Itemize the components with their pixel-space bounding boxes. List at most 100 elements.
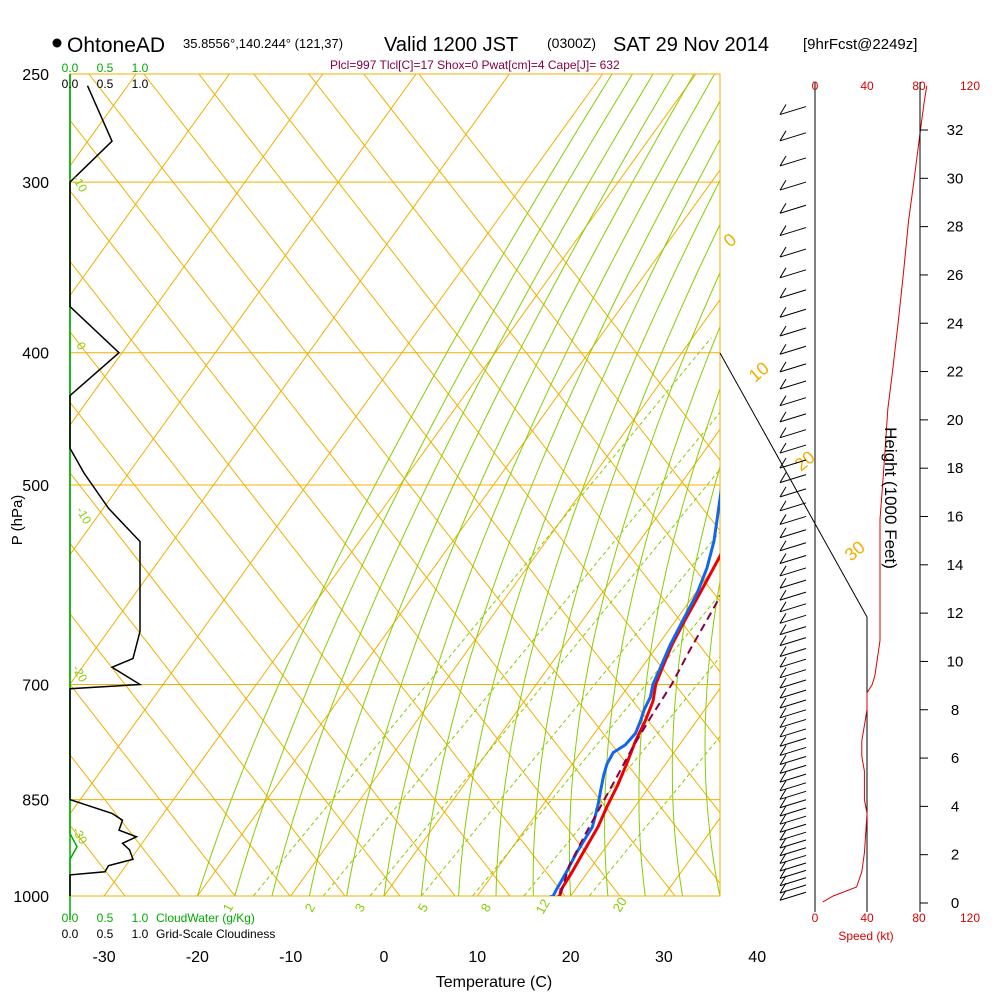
wind-barb-icon — [779, 669, 807, 679]
wind-barb-flag — [779, 246, 787, 258]
moist-adiabat-line — [420, 100, 720, 896]
wind-barb-icon — [779, 790, 807, 800]
wind-barb-icon — [779, 823, 807, 833]
wind-barb-flag — [779, 361, 787, 373]
mixing-ratio-line — [369, 468, 720, 896]
wind-barb-icon — [779, 782, 807, 792]
wind-barb-flag — [779, 745, 787, 756]
wind-barb-flag — [779, 735, 787, 747]
wind-barb-icon — [779, 327, 807, 337]
cloudiness-scale-label-top: 1.0 — [132, 77, 149, 91]
moist-adiabat-line — [196, 74, 613, 896]
wind-barb-flag — [779, 875, 787, 887]
wind-barb-flag — [779, 821, 787, 833]
temperature-tick-label: 30 — [655, 949, 673, 966]
wind-barb-icon — [779, 648, 807, 657]
mixing-ratio-label: 20 — [610, 894, 630, 914]
wind-barb-icon — [779, 737, 807, 747]
temperature-tick-label: 40 — [748, 949, 766, 966]
wind-barb-flag — [779, 845, 787, 857]
temperature-trace — [558, 552, 720, 896]
wind-barb-flag — [779, 225, 787, 236]
wind-barb-flag — [779, 656, 787, 668]
wind-barb-icon — [779, 773, 807, 783]
wind-barb-flag — [779, 486, 787, 498]
wind-barb-flag — [779, 411, 787, 423]
wind-barb-icon — [779, 459, 807, 469]
title-zulu: (0300Z) — [547, 35, 596, 51]
surface-dewpoint-dot — [548, 894, 555, 896]
pressure-label: 850 — [22, 793, 49, 810]
wind-barb-flag — [779, 697, 787, 709]
wind-barb-flag — [779, 565, 787, 577]
wind-barb-icon — [779, 658, 807, 668]
mixing-ratio-line — [252, 337, 712, 896]
wind-barb-flag — [779, 130, 787, 142]
wind-barb-icon — [779, 444, 807, 454]
wind-barb-flag — [779, 829, 787, 841]
wind-barb-flag — [779, 104, 787, 115]
wind-barb-icon — [779, 862, 807, 872]
speed-scale-label-top: 80 — [912, 79, 926, 93]
cloudwater-scale-label-top: 0.5 — [97, 61, 114, 75]
site-bullet-icon — [52, 38, 62, 48]
wind-barb-icon — [779, 502, 807, 512]
wind-barb-flag — [779, 805, 787, 817]
cloudwater-scale-label-top: 1.0 — [132, 61, 149, 75]
wind-barb-icon — [779, 429, 807, 439]
wind-barb-icon — [779, 529, 807, 539]
wind-barb-flag — [779, 726, 787, 738]
wind-barb-icon — [779, 345, 807, 355]
wind-barb-flag — [779, 613, 787, 624]
wind-barb-icon — [779, 227, 807, 237]
wind-barb-icon — [779, 718, 807, 728]
isotherm-line — [476, 558, 720, 896]
pressure-label: 700 — [22, 678, 49, 695]
speed-scale-label-top: 40 — [860, 79, 874, 93]
pressure-label: 1000 — [13, 889, 49, 906]
wind-barb-flag — [779, 763, 787, 774]
wind-barb-flag — [779, 306, 787, 318]
wind-barb-icon — [779, 380, 807, 390]
wind-barb-icon — [779, 626, 807, 636]
wind-barb-icon — [779, 815, 807, 825]
wind-barb-flag — [779, 601, 787, 613]
wind-barb-icon — [779, 157, 807, 167]
pressure-label: 250 — [22, 67, 49, 84]
title-row: OhtoneAD 35.8556°,140.244° (121,37) Vali… — [52, 34, 917, 57]
wind-barb-flag — [779, 378, 787, 390]
temperature-tick-label: -30 — [93, 949, 116, 966]
pressure-label: 300 — [22, 175, 49, 192]
wind-barb-icon — [779, 567, 807, 577]
x-axis-title: Temperature (C) — [436, 974, 552, 991]
wind-barb-flag — [779, 472, 787, 483]
moist-adiabat-line — [234, 74, 633, 896]
cloudwater-trace — [69, 74, 78, 896]
cloudiness-trace — [69, 85, 143, 896]
isotherm-line — [70, 74, 230, 297]
height-tick-label: 20 — [947, 412, 964, 429]
title-date: SAT 29 Nov 2014 — [613, 34, 769, 56]
wind-barb-flag — [779, 646, 787, 657]
height-tick-label: 4 — [951, 798, 959, 815]
wind-barb-icon — [779, 884, 807, 894]
title-site: OhtoneAD — [67, 34, 165, 57]
height-tick-label: 14 — [947, 557, 964, 574]
cloudiness-label: Grid-Scale Cloudiness — [156, 927, 275, 941]
dry-adiabat-line — [70, 754, 181, 896]
wind-barb-flag — [779, 797, 787, 808]
wind-barb-icon — [779, 106, 807, 116]
height-tick-label: 6 — [951, 750, 959, 767]
height-tick-label: 2 — [951, 847, 959, 864]
wind-barb-icon — [779, 728, 807, 738]
wind-barb-flag — [779, 771, 787, 783]
parcel-trace — [559, 594, 720, 895]
speed-scale-label-bottom: 80 — [912, 911, 926, 925]
wind-barb-flag — [779, 577, 787, 589]
height-tick-label: 24 — [947, 315, 964, 332]
height-tick-label: 12 — [947, 605, 964, 622]
pressure-label: 500 — [22, 478, 49, 495]
speed-scale-label-top: 0 — [812, 79, 819, 93]
wind-barb-icon — [779, 204, 807, 214]
